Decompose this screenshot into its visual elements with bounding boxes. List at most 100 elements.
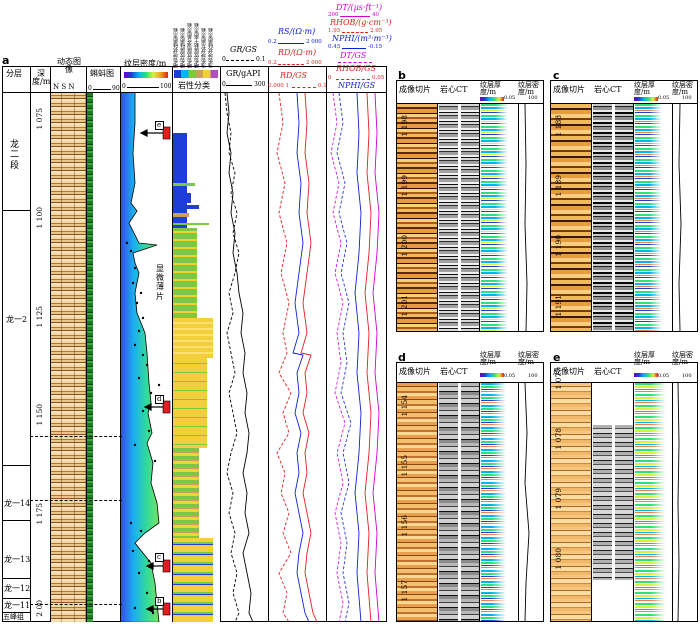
formation-long1-2b: 龙一12 [4, 584, 31, 593]
c-density-curve [678, 103, 682, 332]
d-thickness-track [481, 383, 517, 621]
depth-1125: 1 125 [35, 306, 44, 328]
d-depth-4: 1 157 [400, 580, 409, 602]
header-nphi-gs: NPHI/GS [338, 81, 376, 90]
c-depth-3: 1 190 [554, 235, 563, 257]
e-image-slice [551, 383, 591, 621]
header-divider [2, 92, 387, 93]
e-depth-4: 1 080 [554, 548, 563, 570]
d-header-core-ct: 岩心CT [440, 367, 468, 376]
header-dt: DT/(μs·ft⁻¹) [336, 3, 383, 12]
formation-long1-4: 龙一14 [4, 499, 31, 508]
panel-label-d: d [398, 351, 406, 364]
b-depth-4: 1 201 [400, 295, 409, 317]
dynamic-image-track [51, 93, 86, 622]
porosity-curves-track [330, 92, 380, 623]
rs-min: 0.2 [268, 39, 277, 45]
tadpole-scale-min: 0 [88, 85, 92, 92]
tadpole-scale-max: 90 [112, 85, 120, 92]
nphi-min: 0.45 [328, 44, 341, 50]
gr-max: 300 [254, 81, 266, 88]
header-tadpole: 蝌蚪图 [90, 69, 114, 78]
marker-b: b [157, 597, 162, 605]
d-depth-2: 1 155 [400, 455, 409, 477]
rhob-gs-min: 0 [328, 75, 332, 81]
tadpole-track [87, 93, 93, 622]
lith-legend: 暗色块状硅质页岩 暗色纹层硅质页岩 暗色纹层混合质页岩 暗色纹层黏土质页岩 浅色… [173, 23, 214, 68]
panel-c-frame [550, 80, 698, 332]
b-density-max: 100 [528, 95, 538, 101]
rd-gs-min: 0.000 1 [268, 83, 289, 89]
c-depth-4: 1 191 [554, 295, 563, 317]
formation-long2: 龙二段 [10, 140, 20, 171]
marker-d: d [157, 395, 162, 403]
b-depth-2: 1 199 [400, 175, 409, 197]
formation-long1-3: 龙一13 [4, 555, 31, 564]
b-thickness-track [481, 104, 517, 331]
c-depth-1: 1 188 [554, 115, 563, 137]
e-depth-3: 1 079 [554, 488, 563, 510]
depth-1150: 1 150 [35, 404, 44, 426]
e-header-image-slice: 成像切片 [553, 367, 585, 376]
c-header-image-slice: 成像切片 [553, 85, 585, 94]
panel-b-frame [396, 80, 544, 332]
lamina-density-track [121, 93, 172, 623]
d-header-density: 纹层密度/m [518, 351, 539, 366]
header-dt-gs: DT/GS [340, 51, 367, 60]
gr-curves-track [224, 92, 254, 623]
d-header-thickness: 纹层厚度/m [480, 351, 501, 366]
lith-color-bar [174, 70, 218, 78]
dt-max: 40 [372, 12, 379, 18]
header-nsn: N S N [53, 83, 75, 91]
b-thickness-max: 0.05 [504, 95, 516, 101]
header-gr: GR/gAPI [226, 69, 261, 78]
e-header-thickness: 纹层厚度/m [634, 351, 655, 366]
e-depth-1: 1 077 [554, 368, 563, 390]
e-header-density: 纹层密度/m [672, 351, 693, 366]
c-image-slice [551, 104, 591, 331]
c-header-core-ct: 岩心CT [594, 85, 622, 94]
formation-long1-1: 龙一11 [4, 601, 31, 610]
gr-min: 0 [222, 81, 226, 88]
gr-gs-min: 0 [222, 56, 226, 63]
panel-label-c: c [553, 69, 560, 82]
d-density-curve [524, 382, 530, 622]
header-rhob-gs: RHOB/GS [336, 64, 377, 73]
c-thickness-track [635, 104, 671, 331]
d-image-slice [397, 383, 437, 621]
depth-1100: 1 100 [35, 207, 44, 229]
b-header-thickness: 纹层厚度/m [480, 81, 501, 96]
header-depth: 深度/m [32, 69, 51, 86]
rd-gs-max: 0.1 [318, 83, 327, 89]
depth-1075: 1 075 [35, 108, 44, 130]
rd-min: 0.2 [268, 60, 277, 66]
e-density-curve [677, 382, 680, 622]
rhob-max: 2.95 [370, 28, 383, 34]
panel-e-frame [550, 362, 698, 622]
header-nphi: NPHI/(m³·m⁻³) [332, 34, 392, 43]
header-rhob: RHOB/(g·cm⁻³) [330, 18, 392, 27]
rs-max: 2 000 [306, 39, 322, 45]
rd-max: 2 000 [306, 60, 322, 66]
c-depth-2: 1 189 [554, 175, 563, 197]
e-thickness-track [635, 383, 671, 621]
rhob-gs-max: 0.05 [372, 75, 385, 81]
d-density-max: 100 [528, 373, 538, 379]
header-gr-gs: GR/GS [230, 45, 257, 54]
header-formation: 分层 [6, 69, 22, 78]
panel-label-e: e [553, 351, 561, 364]
formation-long1-2: 龙一2 [6, 315, 28, 324]
header-dynamic-image: 动态图像 [57, 57, 81, 74]
b-header-core-ct: 岩心CT [440, 85, 468, 94]
formation-wufeng: 五峰组 [3, 613, 24, 621]
b-depth-3: 1 200 [400, 235, 409, 257]
c-thickness-max: 0.05 [658, 95, 670, 101]
panel-d-frame [396, 362, 544, 622]
header-lamina-density: 纹层密度/m [124, 59, 167, 68]
c-header-density: 纹层密度/m [672, 81, 693, 96]
marker-c: c [157, 553, 161, 561]
dt-min: 200 [328, 12, 339, 18]
d-depth-1: 1 154 [400, 395, 409, 417]
header-rd-gs: RD/GS [280, 71, 308, 80]
b-density-curve [524, 103, 528, 332]
